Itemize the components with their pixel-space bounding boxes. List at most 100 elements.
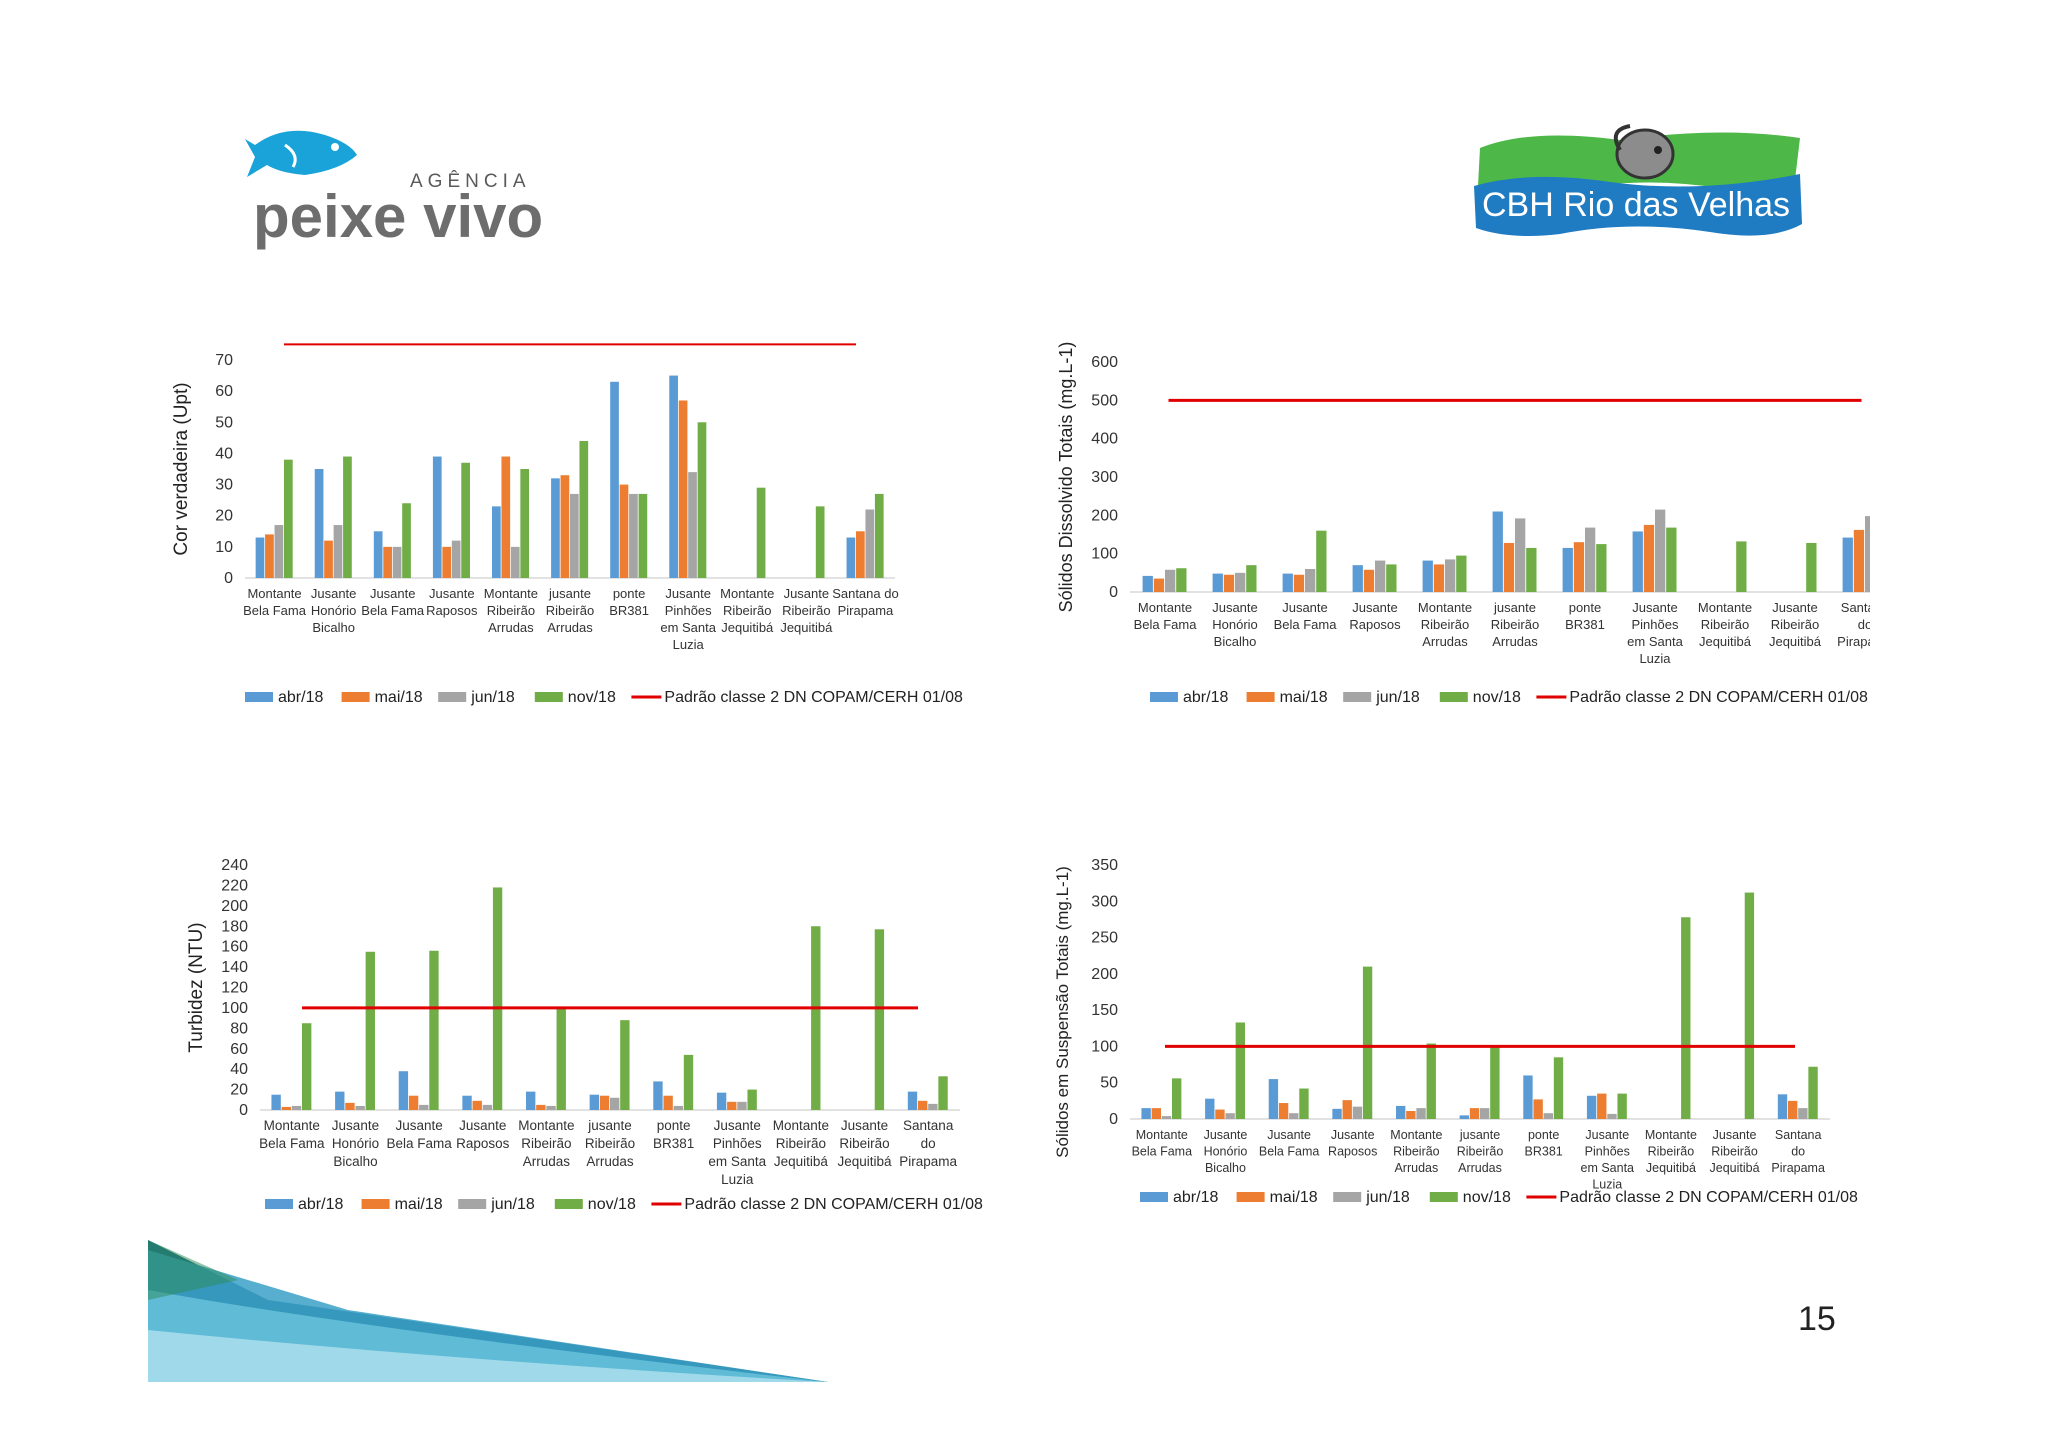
chart-solidos-dissolvidos: 0 100 200 300 400 500 600 Sólidos Dissolvido To… xyxy=(1030,340,1870,725)
y-axis-label: Cor verdadeira (Upt) xyxy=(171,382,192,555)
x-category-label: Bicalho xyxy=(1205,1161,1246,1175)
bar-abr-18 xyxy=(1141,1108,1151,1119)
x-category-label: Santana xyxy=(1775,1128,1822,1142)
legend-label: jun/18 xyxy=(490,1196,535,1213)
bar-jun-18 xyxy=(928,1103,938,1110)
bar-abr-18 xyxy=(716,1092,727,1110)
legend-label: mai/18 xyxy=(1270,1189,1318,1206)
x-category-label: Arrudas xyxy=(547,620,593,635)
x-category-label: Pirapama xyxy=(838,603,894,618)
bar-abr-18 xyxy=(1332,1108,1342,1119)
chart-cor-verdadeira-svg: 0 10 20 30 40 50 60 70 Cor verdadeira (Upt) Monta… xyxy=(171,343,963,706)
bar-nov-18 xyxy=(1553,1057,1564,1119)
bar-nov-18 xyxy=(1386,564,1397,592)
legend-label: mai/18 xyxy=(395,1196,443,1213)
bar-abr-18 xyxy=(1632,531,1643,592)
bar-abr-18 xyxy=(432,456,442,578)
x-category-label: Jequitibá xyxy=(1699,634,1752,649)
y-tick-label: 100 xyxy=(221,1000,248,1017)
x-category-label: Montante xyxy=(264,1118,320,1133)
x-category-label: Ribeirão xyxy=(1457,1145,1504,1159)
x-category-label: Jusante xyxy=(1204,1128,1248,1142)
bar-mai-18 xyxy=(1215,1109,1225,1119)
fish-icon xyxy=(245,130,357,177)
y-tick-label: 50 xyxy=(215,414,233,431)
x-category-label: ponte xyxy=(657,1118,691,1133)
bar-nov-18 xyxy=(1681,917,1691,1119)
bar-abr-18 xyxy=(1586,1095,1597,1119)
bar-abr-18 xyxy=(526,1091,536,1110)
y-tick-label: 100 xyxy=(1091,546,1118,563)
bar-mai-18 xyxy=(1503,542,1515,592)
y-tick-label: 220 xyxy=(221,877,248,894)
bar-jun-18 xyxy=(1352,1106,1363,1119)
legend-label: nov/18 xyxy=(1473,689,1521,706)
y-tick-label: 60 xyxy=(215,383,233,400)
bar-jun-18 xyxy=(1289,1113,1299,1119)
bar-jun-18 xyxy=(419,1104,429,1110)
x-category-label: Jusante xyxy=(370,586,416,601)
legend-swatch xyxy=(554,1199,583,1209)
bar-nov-18 xyxy=(756,487,766,578)
chart-turbidez: 0 20 40 60 80 100 120 140 160 180 200 220 240 Turbide… xyxy=(150,845,1010,1225)
x-category-label: ponte xyxy=(613,586,646,601)
bar-mai-18 xyxy=(536,1104,546,1110)
bar-jun-18 xyxy=(610,1097,620,1110)
bar-nov-18 xyxy=(579,440,589,578)
x-category-label: Jusante xyxy=(1772,600,1818,615)
x-category-label: Ribeirão xyxy=(776,1136,826,1151)
bar-jun-18 xyxy=(1165,569,1176,592)
bar-nov-18 xyxy=(874,493,884,578)
bar-jun-18 xyxy=(629,493,638,578)
bar-nov-18 xyxy=(811,926,821,1110)
x-category-label: Montante xyxy=(1645,1128,1697,1142)
y-tick-label: 400 xyxy=(1091,431,1118,448)
bar-mai-18 xyxy=(1433,564,1445,592)
bar-abr-18 xyxy=(1422,560,1433,592)
x-category-label: Ribeirão xyxy=(585,1136,635,1151)
chart-solidos-suspensao-svg: 0 50 100 150 200 250 300 350 Sólidos em Suspensã… xyxy=(1053,857,1858,1206)
y-tick-label: 600 xyxy=(1091,354,1118,371)
x-category-label: Jequitibá xyxy=(1646,1161,1696,1175)
x-category-label: Luzia xyxy=(1639,651,1671,666)
bar-jun-18 xyxy=(1235,572,1246,592)
bar-nov-18 xyxy=(556,1007,566,1110)
bar-abr-18 xyxy=(314,469,324,578)
bar-abr-18 xyxy=(271,1094,281,1110)
legend-swatch xyxy=(341,692,370,702)
legend-swatch xyxy=(1140,1192,1168,1202)
x-category-label: Montante xyxy=(1136,1128,1188,1142)
x-category-label: em Santa xyxy=(708,1154,766,1169)
x-category-label: Pirapama xyxy=(899,1154,957,1169)
x-category-label: Montante xyxy=(1138,600,1192,615)
y-tick-label: 150 xyxy=(1091,1002,1118,1019)
bar-nov-18 xyxy=(492,887,503,1110)
y-tick-label: 120 xyxy=(221,980,248,997)
bar-nov-18 xyxy=(1744,892,1755,1119)
bar-nov-18 xyxy=(1596,544,1607,592)
y-axis-label: Sólidos em Suspensão Totais (mg.L-1) xyxy=(1053,866,1072,1158)
bar-nov-18 xyxy=(1246,565,1257,592)
bar-abr-18 xyxy=(1492,511,1503,592)
legend-label: jun/18 xyxy=(470,689,515,706)
x-category-label: Bela Fama xyxy=(1132,1145,1192,1159)
bar-jun-18 xyxy=(1607,1113,1617,1119)
bar-jun-18 xyxy=(392,546,402,578)
x-category-label: Jusante xyxy=(1632,600,1678,615)
x-category-label: Jusante xyxy=(459,1118,506,1133)
x-category-label: BR381 xyxy=(653,1136,694,1151)
x-category-label: Ribeirão xyxy=(1648,1145,1695,1159)
x-category-label: Montante xyxy=(1418,600,1472,615)
y-tick-label: 200 xyxy=(221,898,248,915)
x-category-label: Ribeirão xyxy=(1771,617,1819,632)
legend-swatch xyxy=(1343,692,1372,702)
legend-label: abr/18 xyxy=(298,1196,343,1213)
x-category-label: Raposos xyxy=(1349,617,1401,632)
y-axis-label: Turbidez (NTU) xyxy=(186,922,207,1052)
bar-mai-18 xyxy=(281,1106,292,1110)
bar-mai-18 xyxy=(1406,1111,1416,1119)
x-category-label: Jusante xyxy=(395,1118,442,1133)
x-category-label: Jequitibá xyxy=(774,1154,829,1169)
x-category-label: Ribeirão xyxy=(1701,617,1749,632)
x-category-label: jusante xyxy=(548,586,591,601)
